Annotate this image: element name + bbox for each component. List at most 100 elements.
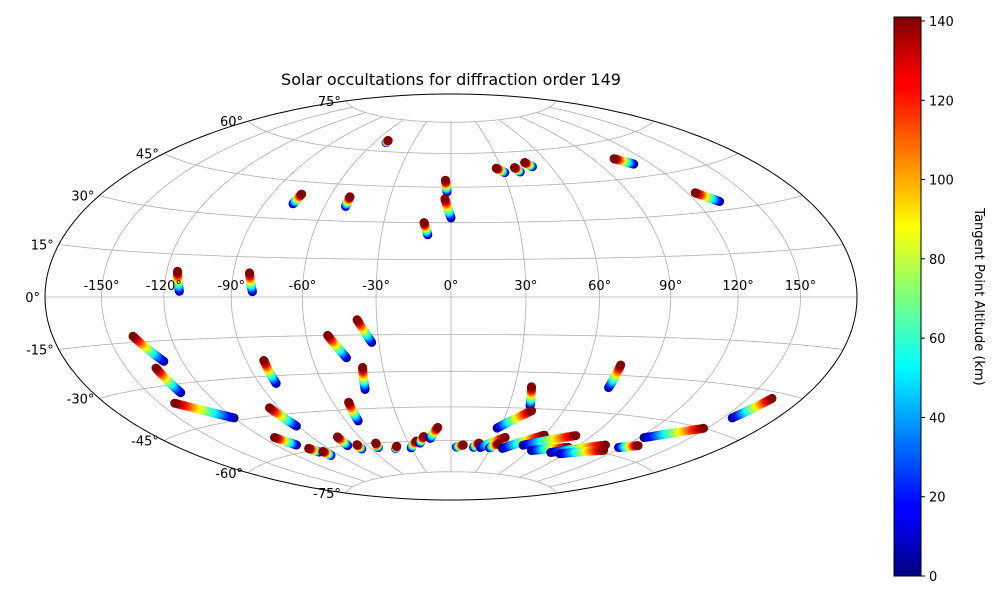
colorbar-tick-label: 140 [929, 15, 954, 30]
occultation-track [371, 438, 383, 452]
longitude-tick-label: -90° [217, 279, 245, 294]
track-point [599, 445, 609, 455]
occultation-track [555, 445, 609, 459]
longitude-gridline [519, 116, 672, 478]
colorbar-tick-label: 20 [929, 491, 946, 506]
track-point [323, 330, 333, 340]
latitude-tick-label: 30° [71, 190, 94, 205]
occultation-track [415, 432, 429, 448]
track-point [128, 331, 138, 341]
track-point [510, 163, 519, 173]
occultation-track [323, 330, 351, 363]
track-point [352, 440, 362, 450]
longitude-gridline [302, 119, 404, 475]
track-point [690, 188, 700, 198]
occultation-track [265, 403, 301, 431]
track-point [318, 447, 328, 456]
track-point [297, 189, 307, 199]
longitude-gridline [549, 106, 801, 488]
occultation-track [245, 268, 257, 297]
occultation-tracks [128, 136, 777, 460]
colorbar [893, 16, 922, 577]
occultation-track [344, 397, 363, 426]
occultation-track [288, 189, 307, 209]
latitude-tick-label: -15° [26, 344, 54, 359]
occultation-track [151, 363, 186, 398]
occultation-track [690, 188, 725, 206]
colorbar-tick-label: 120 [929, 94, 954, 109]
occultation-track [173, 266, 184, 296]
occultation-track [491, 163, 510, 177]
occultation-track [391, 441, 402, 454]
track-point [270, 433, 279, 442]
occultation-track [639, 423, 708, 443]
track-point [699, 423, 708, 433]
latitude-tick-label: -75° [313, 487, 341, 502]
occultation-track [318, 447, 336, 460]
occultation-track [609, 154, 639, 169]
track-point [259, 356, 269, 365]
track-point [633, 441, 643, 451]
colorbar-label: Tangent Point Altitude (km) [971, 207, 986, 385]
chart-title: Solar occultations for diffraction order… [281, 70, 621, 89]
occultation-track [259, 356, 281, 388]
occultation-track [727, 393, 777, 423]
track-point [527, 406, 537, 416]
longitude-gridline [375, 121, 428, 473]
longitude-tick-label: 30° [514, 279, 537, 294]
occultation-track [451, 440, 468, 452]
latitude-tick-label: 45° [136, 148, 159, 163]
track-point [419, 218, 429, 228]
track-point [458, 440, 468, 450]
occultation-track [358, 362, 370, 394]
occultation-track [341, 192, 355, 211]
latitude-tick-label: -30° [67, 393, 95, 408]
track-point [392, 441, 402, 451]
track-point [520, 158, 530, 167]
map-outline [44, 93, 858, 501]
longitude-gridline [163, 112, 366, 482]
track-point [500, 432, 510, 442]
track-point [304, 443, 314, 453]
latitude-tick-label: 15° [31, 239, 54, 254]
longitude-tick-label: -120° [146, 279, 182, 294]
latitude-tick-labels: -75° -60° -45° -30° -15° 0° 15° 30° 45° 60° 75° [25, 95, 341, 502]
colorbar-ticks: 0 20 40 60 80 100 120 140 [921, 15, 954, 585]
track-point [245, 268, 254, 278]
colorbar-tick-label: 80 [929, 253, 946, 268]
track-point [767, 393, 777, 403]
occultation-track [352, 440, 367, 454]
occultation-track [492, 406, 537, 433]
longitude-tick-label: 120° [722, 279, 753, 294]
occultation-track [604, 360, 626, 393]
longitude-tick-label: 150° [785, 279, 816, 294]
longitude-gridline [101, 106, 353, 488]
occultation-track [381, 136, 393, 148]
latitude-tick-label: -60° [215, 467, 243, 482]
latitude-tick-label: 75° [318, 95, 341, 110]
longitude-tick-labels: -150° -120° -90° -60° -30° 0° 30° 60° 90° 120° 150… [83, 279, 816, 294]
track-point [609, 154, 619, 164]
latitude-tick-label: 60° [220, 115, 243, 130]
track-point [383, 136, 393, 145]
longitude-tick-label: 60° [588, 279, 611, 294]
track-point [441, 175, 450, 185]
track-point [527, 382, 536, 392]
track-point [332, 432, 342, 442]
occultation-track [441, 175, 452, 197]
longitude-tick-label: 0° [444, 279, 459, 294]
track-point [170, 398, 180, 408]
track-point [433, 422, 443, 432]
longitude-tick-label: -30° [362, 279, 390, 294]
occultation-track [510, 163, 525, 177]
track-point [352, 315, 362, 325]
occultation-track [520, 158, 537, 172]
longitude-gridline [498, 119, 600, 475]
track-point [491, 163, 501, 173]
track-point [616, 360, 626, 370]
longitude-tick-label: -150° [83, 279, 119, 294]
colorbar-tick-label: 60 [929, 332, 946, 347]
colorbar-tick-label: 40 [929, 411, 946, 426]
occultation-track [518, 431, 581, 450]
track-point [265, 403, 274, 413]
